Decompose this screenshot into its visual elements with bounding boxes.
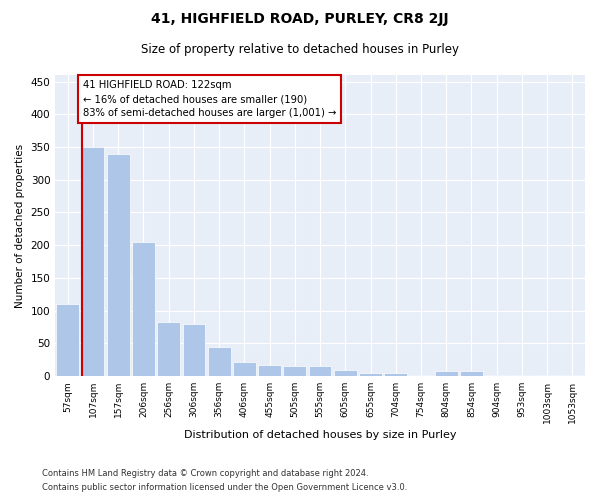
Bar	[82, 147, 104, 376]
Bar	[233, 362, 256, 376]
Bar	[309, 366, 331, 376]
Bar	[132, 242, 155, 376]
Bar	[410, 375, 433, 376]
Text: 41 HIGHFIELD ROAD: 122sqm
← 16% of detached houses are smaller (190)
83% of semi: 41 HIGHFIELD ROAD: 122sqm ← 16% of detac…	[83, 80, 336, 118]
Bar	[359, 373, 382, 376]
Bar	[283, 366, 306, 376]
Bar	[460, 371, 483, 376]
Bar	[182, 324, 205, 376]
Text: Size of property relative to detached houses in Purley: Size of property relative to detached ho…	[141, 42, 459, 56]
Bar	[334, 370, 356, 376]
Bar	[561, 375, 584, 376]
Text: 41, HIGHFIELD ROAD, PURLEY, CR8 2JJ: 41, HIGHFIELD ROAD, PURLEY, CR8 2JJ	[151, 12, 449, 26]
Bar	[435, 371, 458, 376]
Bar	[56, 304, 79, 376]
Bar	[385, 373, 407, 376]
Bar	[258, 365, 281, 376]
Bar	[208, 346, 230, 376]
Text: Contains HM Land Registry data © Crown copyright and database right 2024.: Contains HM Land Registry data © Crown c…	[42, 468, 368, 477]
Text: Contains public sector information licensed under the Open Government Licence v3: Contains public sector information licen…	[42, 484, 407, 492]
Y-axis label: Number of detached properties: Number of detached properties	[15, 144, 25, 308]
Bar	[157, 322, 180, 376]
X-axis label: Distribution of detached houses by size in Purley: Distribution of detached houses by size …	[184, 430, 457, 440]
Bar	[107, 154, 130, 376]
Bar	[485, 375, 508, 376]
